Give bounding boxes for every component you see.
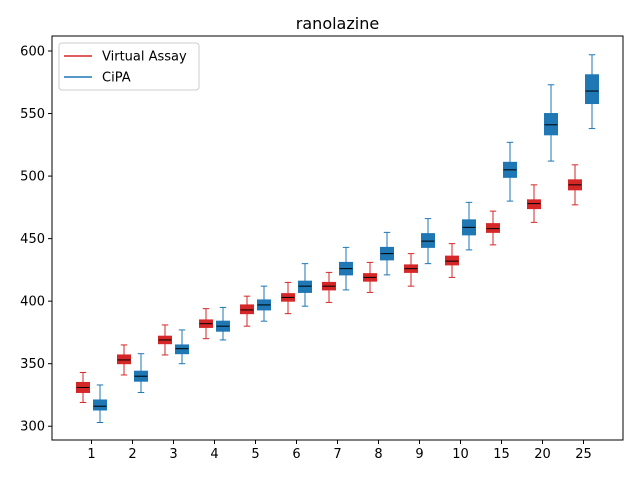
box-iqr (117, 354, 131, 365)
box-iqr (445, 255, 459, 266)
legend: Virtual Assay CiPA (58, 42, 200, 91)
x-tick-label: 5 (251, 447, 259, 462)
x-tick-label: 4 (210, 447, 218, 462)
chart-title: ranolazine (296, 14, 379, 33)
x-tick-label: 8 (374, 447, 382, 462)
box-virtual-assay (404, 253, 418, 287)
y-tick-label: 550 (20, 107, 45, 122)
series-virtual-assay (76, 164, 582, 403)
box-cipa (380, 231, 394, 276)
box-virtual-assay (240, 295, 254, 327)
box-iqr (421, 233, 435, 248)
x-tick-label: 20 (534, 447, 551, 462)
y-tick-label: 600 (20, 45, 45, 60)
box-cipa (339, 246, 353, 291)
x-tick-label: 7 (333, 447, 341, 462)
box-cipa (257, 285, 271, 322)
box-cipa (175, 329, 189, 365)
y-tick-label: 500 (20, 170, 45, 185)
plot-area: 300 350 400 450 500 550 600 1 2 3 4 5 6 7 8 9 10 15 20 25 (20, 45, 599, 462)
box-virtual-assay (568, 164, 582, 206)
box-virtual-assay (363, 261, 377, 293)
x-tick-label: 1 (87, 447, 95, 462)
box-cipa (585, 54, 599, 130)
box-iqr (175, 344, 189, 355)
box-cipa (93, 384, 107, 423)
box-iqr (298, 280, 312, 293)
x-tick-label: 3 (169, 447, 177, 462)
y-tick-label: 450 (20, 232, 45, 247)
box-cipa (216, 306, 230, 341)
box-virtual-assay (158, 324, 172, 356)
box-iqr (93, 399, 107, 411)
legend-label-virtual-assay: Virtual Assay (102, 50, 187, 65)
box-cipa (503, 141, 517, 202)
box-iqr (527, 199, 541, 210)
box-virtual-assay (322, 271, 336, 303)
y-tick-label: 300 (20, 420, 45, 435)
box-virtual-assay (76, 371, 90, 403)
box-virtual-assay (117, 344, 131, 376)
box-cipa (298, 263, 312, 307)
legend-label-cipa: CiPA (102, 71, 131, 86)
box-iqr (486, 223, 500, 233)
box-virtual-assay (527, 184, 541, 223)
x-tick-label: 10 (452, 447, 469, 462)
box-virtual-assay (281, 281, 295, 315)
box-iqr (544, 113, 558, 136)
box-cipa (544, 84, 558, 162)
x-tick-label: 9 (415, 447, 423, 462)
box-cipa (462, 201, 476, 251)
box-iqr (240, 304, 254, 315)
x-tick-label: 2 (128, 447, 136, 462)
box-virtual-assay (199, 308, 213, 340)
y-tick-label: 400 (20, 295, 45, 310)
box-cipa (421, 218, 435, 265)
box-virtual-assay (445, 243, 459, 278)
axes-frame (51, 35, 624, 441)
box-virtual-assay (486, 210, 500, 246)
x-tick-label: 25 (575, 447, 592, 462)
legend-frame (58, 42, 200, 91)
box-cipa (134, 353, 148, 393)
y-tick-label: 350 (20, 357, 45, 372)
box-iqr (585, 74, 599, 105)
x-tick-label: 15 (493, 447, 510, 462)
x-tick-label: 6 (292, 447, 300, 462)
series-cipa (93, 54, 599, 423)
